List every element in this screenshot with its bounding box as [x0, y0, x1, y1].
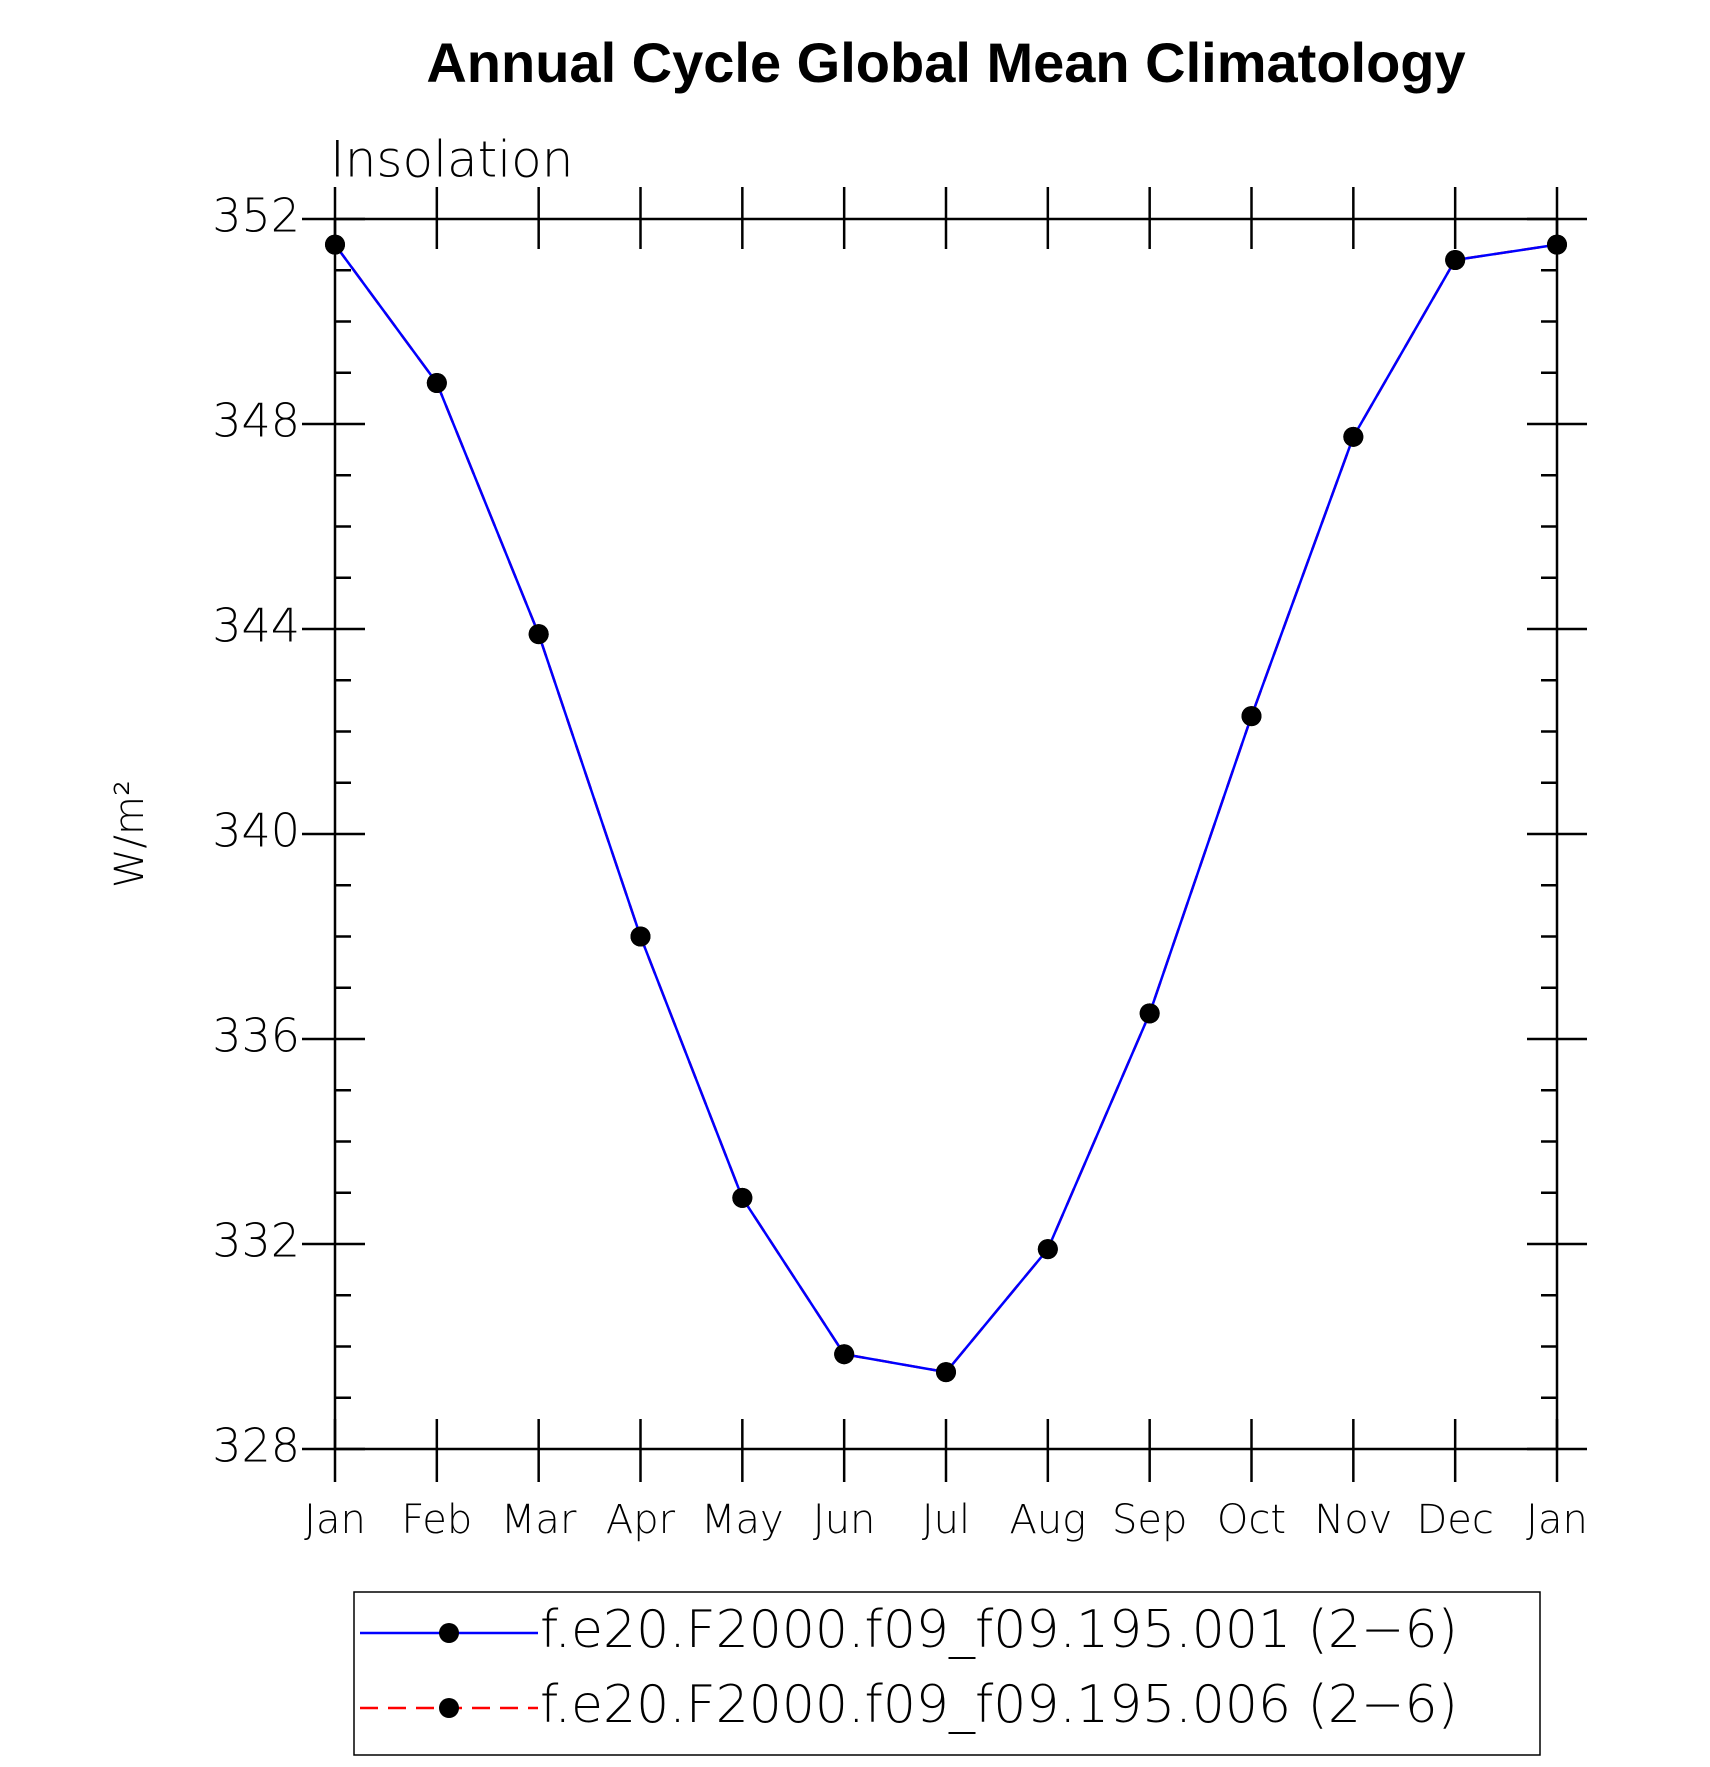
data-point: [1547, 234, 1567, 255]
data-point: [1343, 426, 1364, 447]
x-tick-label: Nov: [1314, 1497, 1392, 1543]
data-point: [834, 1344, 855, 1365]
x-tick-label: Aug: [1009, 1497, 1086, 1543]
x-tick-label: Feb: [401, 1497, 472, 1543]
y-tick-label: 344: [212, 599, 300, 653]
x-tick-label: Dec: [1416, 1497, 1493, 1543]
legend-label: f.e20.F2000.f09_f09.195.001 (2−6): [540, 1600, 1458, 1660]
y-tick-label: 340: [212, 804, 300, 858]
x-tick-label: Jan: [1526, 1497, 1588, 1543]
data-point: [325, 234, 345, 255]
y-tick-label: 336: [212, 1009, 300, 1063]
series-line: [333, 243, 1558, 1374]
y-tick-label: 348: [212, 394, 300, 448]
x-tick-label: Jul: [922, 1497, 970, 1543]
series-line: [333, 243, 1558, 1374]
legend-box: [353, 1591, 1541, 1756]
x-tick-label: Oct: [1217, 1497, 1286, 1543]
data-point: [936, 1362, 956, 1383]
data-point: [630, 926, 651, 947]
data-point: [1139, 1003, 1160, 1024]
x-tick-label: Mar: [501, 1497, 577, 1543]
data-point: [528, 624, 549, 645]
legend-marker: [439, 1698, 459, 1718]
chart-title: Annual Cycle Global Mean Climatology: [426, 31, 1465, 94]
y-tick-label: 328: [212, 1419, 300, 1473]
x-tick-label: May: [701, 1497, 784, 1543]
legend-label: f.e20.F2000.f09_f09.195.006 (2−6): [540, 1675, 1458, 1735]
y-tick-label: 332: [212, 1214, 300, 1268]
data-point: [1241, 706, 1262, 727]
x-tick-label: Jun: [813, 1497, 876, 1543]
data-point: [1037, 1239, 1058, 1260]
data-point: [732, 1187, 753, 1208]
subtitle: Insolation: [330, 131, 573, 189]
y-axis-label: W/m²: [107, 780, 153, 888]
data-point: [1445, 250, 1466, 270]
x-tick-label: Sep: [1112, 1497, 1187, 1543]
legend-marker: [439, 1623, 459, 1643]
x-tick-label: Apr: [606, 1497, 676, 1543]
y-tick-label: 352: [212, 189, 300, 243]
data-point: [426, 373, 447, 393]
x-tick-label: Jan: [304, 1497, 366, 1543]
